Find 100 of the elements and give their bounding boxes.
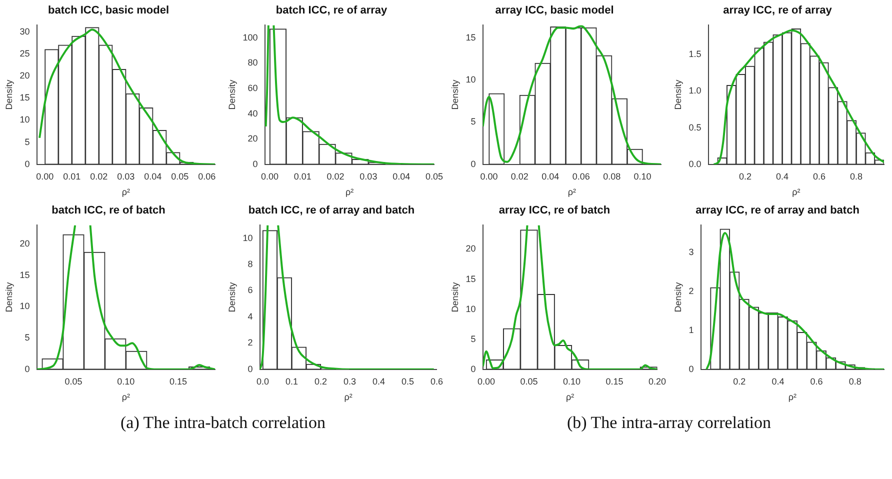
y-tick-label: 5 — [470, 334, 476, 344]
y-tick-label: 1.5 — [688, 48, 702, 59]
y-tick-label: 20 — [20, 70, 30, 81]
text: (b) The intra-array correlation — [566, 413, 772, 432]
x-tick-label: 0.06 — [198, 171, 216, 182]
y-tick-label: 25 — [20, 48, 30, 58]
x-tick-label: 0.05 — [171, 171, 189, 182]
y-tick-label: 0 — [248, 364, 253, 374]
y-tick-label: 0 — [24, 364, 30, 374]
chart-title: batch ICC, re of array and batch — [248, 204, 415, 217]
x-tick-label: 0.6 — [810, 376, 823, 386]
y-tick-label: 0.5 — [688, 122, 702, 132]
chart-title: batch ICC, re of batch — [52, 204, 166, 217]
x-tick-label: 0.2 — [733, 376, 746, 386]
y-tick-label: 4 — [248, 311, 253, 322]
y-tick-label: 100 — [242, 32, 258, 42]
x-tick-label: 0.05 — [64, 376, 82, 386]
x-tick-label: 0.6 — [430, 376, 443, 386]
y-tick-label: 8 — [248, 259, 253, 270]
y-tick-label: 5 — [470, 116, 476, 127]
y-tick-label: 2 — [688, 286, 694, 296]
y-tick-label: 20 — [248, 134, 258, 144]
y-tick-label: 20 — [466, 244, 476, 254]
y-tick-label: 10 — [466, 74, 476, 85]
y-axis-title: Density — [4, 79, 14, 110]
y-tick-label: 5 — [24, 332, 30, 343]
x-tick-label: 0.02 — [90, 171, 108, 182]
y-tick-label: 5 — [24, 136, 30, 147]
x-tick-label: 0.04 — [144, 171, 162, 182]
x-axis-title: ρ² — [568, 187, 576, 198]
chart-title: batch ICC, basic model — [48, 4, 170, 17]
x-tick-label: 0.2 — [739, 171, 752, 182]
x-tick-label: 0.4 — [776, 171, 789, 182]
x-tick-label: 0.1 — [285, 376, 298, 386]
x-tick-label: 0.3 — [343, 376, 356, 386]
x-axis-title: ρ² — [344, 392, 352, 402]
x-tick-label: 0.00 — [480, 171, 498, 182]
x-tick-label: 0.01 — [294, 171, 312, 182]
x-axis-title: ρ² — [122, 187, 130, 198]
chart-title: array ICC, re of batch — [498, 204, 610, 217]
y-axis-title: Density — [4, 282, 14, 312]
y-tick-label: 10 — [20, 114, 30, 125]
y-tick-label: 40 — [248, 108, 258, 118]
x-tick-label: 0.00 — [36, 171, 54, 182]
x-tick-label: 0.8 — [848, 376, 862, 386]
y-tick-label: 3 — [688, 246, 694, 257]
y-tick-label: 1.0 — [688, 86, 702, 96]
y-tick-label: 0 — [24, 158, 30, 169]
x-tick-label: 0.10 — [634, 171, 652, 182]
chart-title: batch ICC, re of array — [276, 4, 388, 17]
x-tick-label: 0.10 — [562, 376, 580, 386]
x-tick-label: 0.5 — [401, 376, 414, 386]
y-tick-label: 10 — [20, 301, 30, 312]
x-axis-title: ρ² — [345, 187, 354, 198]
x-tick-label: 0.04 — [542, 171, 560, 182]
x-tick-label: 0.03 — [360, 171, 378, 182]
x-tick-label: 0.4 — [372, 376, 385, 386]
y-axis-title: Density — [226, 282, 237, 312]
x-tick-label: 0.01 — [63, 171, 81, 182]
y-tick-label: 10 — [242, 232, 253, 243]
y-tick-label: 15 — [466, 32, 476, 42]
x-tick-label: 0.00 — [260, 171, 279, 182]
x-tick-label: 0.04 — [392, 171, 410, 182]
y-tick-label: 0 — [470, 158, 476, 169]
x-tick-label: 0.05 — [520, 376, 538, 386]
y-axis-title: Density — [672, 282, 683, 312]
y-axis-title: Density — [226, 79, 237, 110]
y-tick-label: 1 — [688, 324, 694, 335]
y-tick-label: 15 — [466, 274, 476, 284]
y-tick-label: 0 — [252, 158, 258, 169]
x-tick-label: 0.15 — [606, 376, 624, 386]
x-tick-label: 0.05 — [425, 171, 444, 182]
x-tick-label: 0.15 — [170, 376, 188, 386]
x-tick-label: 0.08 — [603, 171, 621, 182]
y-axis-title: Density — [450, 282, 460, 312]
x-tick-label: 0.00 — [477, 376, 495, 386]
chart-title: array ICC, re of array — [723, 4, 833, 17]
y-tick-label: 15 — [20, 270, 30, 280]
x-tick-label: 0.0 — [256, 376, 269, 386]
chart-title: array ICC, basic model — [495, 4, 614, 17]
y-tick-label: 0 — [688, 364, 694, 374]
y-tick-label: 30 — [20, 26, 30, 36]
x-tick-label: 0.2 — [314, 376, 327, 386]
x-tick-label: 0.02 — [326, 171, 344, 182]
y-axis-title: Density — [672, 79, 683, 110]
y-tick-label: 2 — [248, 338, 253, 348]
x-tick-label: 0.10 — [117, 376, 135, 386]
y-axis-title: Density — [450, 79, 460, 110]
y-tick-label: 0 — [470, 364, 476, 374]
x-axis-title: ρ² — [566, 392, 574, 402]
x-tick-label: 0.03 — [117, 171, 135, 182]
x-tick-label: 0.20 — [648, 376, 666, 386]
chart-title: array ICC, re of array and batch — [696, 204, 860, 217]
x-tick-label: 0.02 — [510, 171, 528, 182]
y-tick-label: 20 — [20, 238, 30, 248]
x-axis-title: ρ² — [792, 187, 800, 198]
x-tick-label: 0.6 — [813, 171, 826, 182]
x-axis-title: ρ² — [788, 392, 796, 402]
y-tick-label: 15 — [20, 92, 30, 103]
x-tick-label: 0.4 — [772, 376, 784, 386]
